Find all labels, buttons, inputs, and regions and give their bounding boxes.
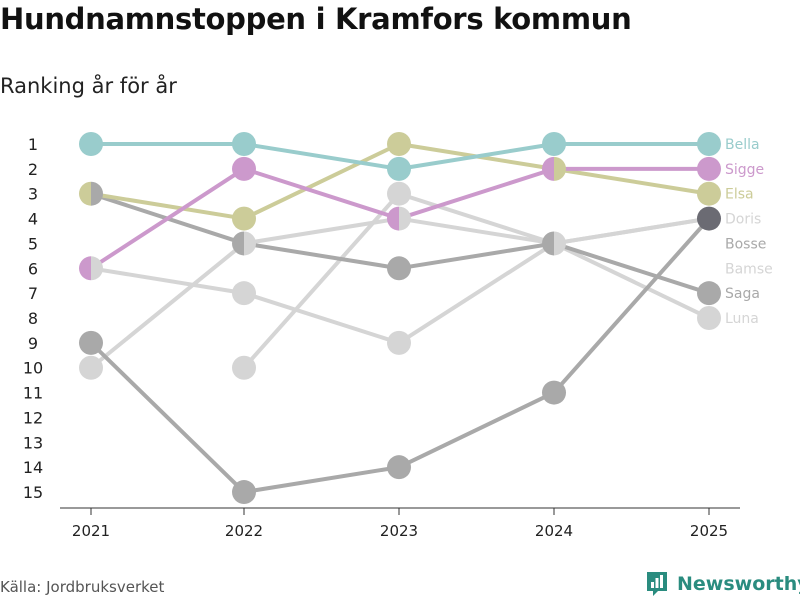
data-point-bella — [542, 132, 566, 156]
y-tick-label: 9 — [28, 334, 38, 353]
data-point-bella — [79, 132, 103, 156]
y-tick-label: 14 — [23, 458, 43, 477]
data-point-elsa — [232, 206, 256, 231]
data-point-sigge — [232, 156, 256, 181]
data-point-doris — [542, 380, 566, 405]
end-label-bosse: Bosse — [725, 236, 766, 252]
y-tick-label: 3 — [28, 185, 38, 204]
data-point-doris — [387, 455, 411, 480]
data-point-bosse — [554, 231, 566, 256]
data-point-shared — [697, 206, 721, 231]
data-point-saga — [232, 231, 244, 256]
y-tick-label: 2 — [28, 160, 38, 179]
newsworthy-logo-icon — [647, 572, 667, 596]
x-tick-label: 2022 — [225, 522, 263, 540]
data-point-sigge — [542, 156, 554, 181]
y-tick-label: 6 — [28, 259, 38, 278]
data-point-luna — [697, 306, 721, 331]
chart-title: Hundnamnstoppen i Kramfors kommun — [0, 2, 632, 36]
data-point-bamse — [399, 206, 411, 231]
data-point-sigge — [79, 256, 91, 281]
end-label-sigge: Sigge — [725, 162, 764, 178]
data-point-elsa — [387, 132, 411, 156]
brand-name: Newsworthy — [677, 573, 800, 595]
end-label-bamse: Bamse — [725, 261, 773, 277]
data-point-saga — [91, 181, 104, 206]
data-point-elsa — [554, 156, 566, 181]
end-label-luna: Luna — [725, 311, 759, 327]
data-point-bella — [387, 156, 411, 181]
x-tick-label: 2025 — [690, 522, 728, 540]
data-point-luna — [232, 281, 256, 306]
data-point-luna — [91, 256, 104, 281]
y-tick-label: 1 — [28, 135, 38, 154]
data-point-bosse — [232, 355, 256, 380]
source-note: Källa: Jordbruksverket — [0, 578, 165, 596]
series-line-bosse — [242, 191, 711, 370]
chart-subtitle: Ranking år för år — [0, 74, 177, 98]
y-tick-label: 15 — [23, 483, 43, 502]
data-point-sigge — [387, 206, 399, 231]
data-point-doris — [79, 330, 103, 355]
end-label-saga: Saga — [725, 286, 760, 302]
data-point-bella — [697, 132, 721, 156]
y-tick-label: 8 — [28, 309, 38, 328]
x-tick-label: 2024 — [535, 522, 573, 540]
series-points — [79, 132, 721, 505]
data-point-saga — [542, 231, 554, 256]
data-point-bosse — [387, 181, 411, 206]
data-point-sigge — [697, 156, 721, 181]
end-label-doris: Doris — [725, 212, 761, 228]
data-point-bamse — [244, 231, 256, 256]
data-point-elsa — [79, 181, 91, 206]
end-labels: Bella Sigge Elsa Doris Bosse Bamse Saga Luna — [725, 137, 773, 327]
end-label-elsa: Elsa — [725, 187, 754, 203]
brand-logo[interactable]: Newsworthy — [645, 570, 800, 598]
y-tick-label: 11 — [23, 384, 43, 403]
data-point-bamse — [79, 355, 103, 380]
y-tick-label: 4 — [28, 210, 38, 229]
y-tick-label: 7 — [28, 284, 38, 303]
x-tick-label: 2021 — [72, 522, 110, 540]
x-tick-label: 2023 — [380, 522, 418, 540]
data-point-doris — [232, 480, 256, 505]
data-point-bella — [232, 132, 256, 156]
data-point-saga — [697, 281, 721, 306]
data-point-elsa — [697, 181, 721, 206]
y-tick-label: 5 — [28, 234, 38, 253]
y-tick-label: 12 — [23, 408, 43, 427]
y-tick-label: 13 — [23, 433, 43, 452]
end-label-bella: Bella — [725, 137, 760, 153]
y-tick-label: 10 — [23, 359, 43, 378]
data-point-saga — [387, 256, 411, 281]
data-point-luna — [387, 330, 411, 355]
